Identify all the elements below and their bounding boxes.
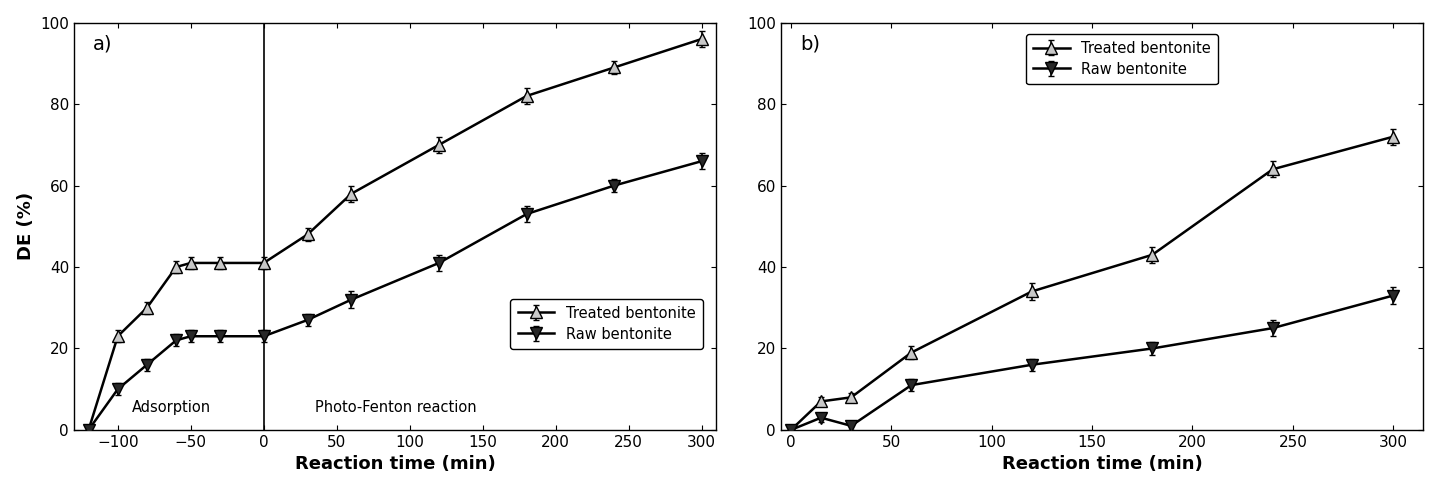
Text: b): b) <box>801 35 821 54</box>
Legend: Treated bentonite, Raw bentonite: Treated bentonite, Raw bentonite <box>1025 34 1218 84</box>
Legend: Treated bentonite, Raw bentonite: Treated bentonite, Raw bentonite <box>510 299 703 349</box>
Text: Adsorption: Adsorption <box>132 399 212 415</box>
Text: Photo-Fenton reaction: Photo-Fenton reaction <box>315 399 477 415</box>
Text: a): a) <box>94 35 112 54</box>
X-axis label: Reaction time (min): Reaction time (min) <box>1002 455 1202 473</box>
X-axis label: Reaction time (min): Reaction time (min) <box>295 455 495 473</box>
Y-axis label: DE (%): DE (%) <box>17 192 35 260</box>
